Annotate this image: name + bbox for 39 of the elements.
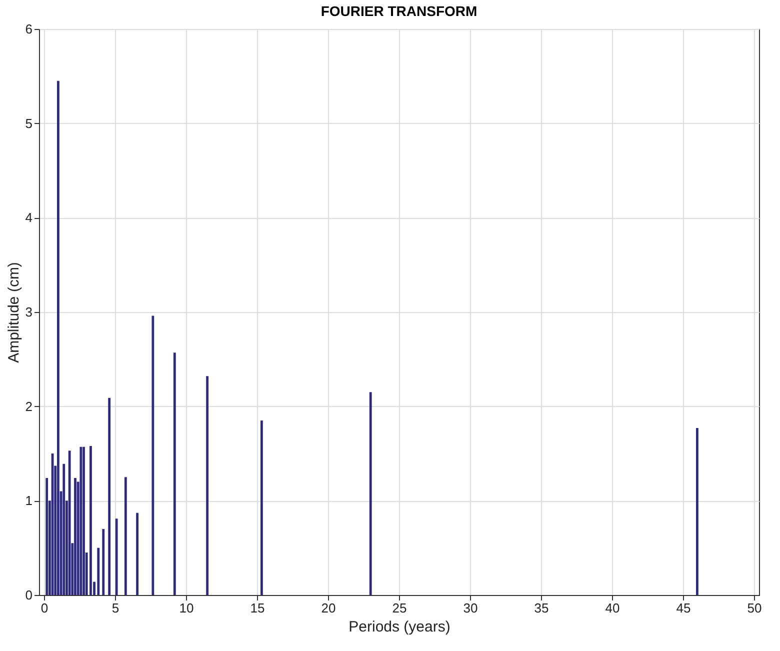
bar <box>136 512 138 595</box>
bar <box>206 376 208 595</box>
bar <box>68 450 71 595</box>
x-tick-label: 50 <box>747 600 762 616</box>
x-tick-label: 25 <box>392 600 407 616</box>
bar <box>90 446 92 595</box>
y-tick-label: 2 <box>25 398 32 414</box>
y-tick-label: 1 <box>25 493 32 508</box>
bar <box>124 477 127 595</box>
bar <box>108 398 111 595</box>
x-tick-label: 15 <box>250 600 265 616</box>
x-tick-label: 35 <box>534 600 549 616</box>
x-tick-label: 5 <box>112 600 120 616</box>
bar <box>57 80 60 595</box>
x-tick-label: 40 <box>605 600 620 616</box>
bar <box>74 478 76 595</box>
y-axis-title: Amplitude (cm) <box>5 262 22 363</box>
bar <box>369 392 372 595</box>
y-tick-label: 0 <box>25 588 32 602</box>
bar <box>696 428 698 595</box>
bar <box>46 478 48 595</box>
y-tick-label: 3 <box>25 304 32 320</box>
bar <box>97 548 100 595</box>
bar <box>62 464 66 595</box>
bar <box>102 528 105 595</box>
x-axis-title: Periods (years) <box>348 618 450 636</box>
x-tick-label: 10 <box>179 600 194 616</box>
y-tick-label: 5 <box>25 116 32 131</box>
chart-title: FOURIER TRANSFORM <box>320 3 478 19</box>
x-tick-label: 30 <box>463 600 478 616</box>
bar <box>173 352 176 595</box>
y-tick-label: 6 <box>25 22 32 36</box>
bar <box>115 518 118 595</box>
bar <box>152 316 154 595</box>
bar <box>260 420 263 595</box>
x-tick-label: 0 <box>40 600 48 616</box>
x-tick-label: 20 <box>321 600 336 616</box>
y-tick-label: 4 <box>25 210 32 226</box>
x-tick-label: 45 <box>676 600 691 616</box>
